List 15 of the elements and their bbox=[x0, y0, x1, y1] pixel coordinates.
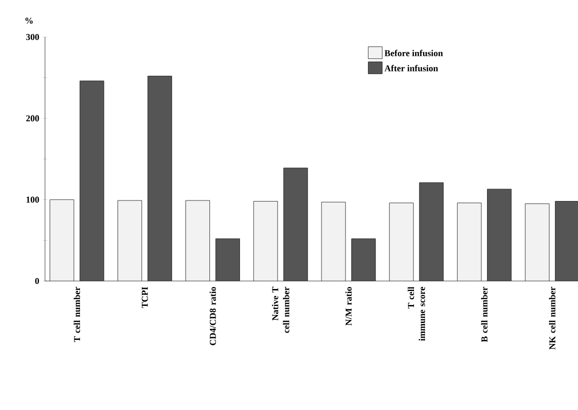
x-tick-label: NK cell number bbox=[549, 286, 556, 350]
x-tick-label: T cell number bbox=[74, 286, 80, 342]
x-tick-label: Native T cell number bbox=[272, 286, 290, 333]
y-tick-label: 300 bbox=[26, 34, 39, 40]
x-tick-label: TCPI bbox=[142, 286, 148, 308]
legend-label: After infusion bbox=[384, 64, 438, 72]
y-tick-label: 200 bbox=[26, 115, 39, 122]
x-tick-label: CD4/CD8 ratio bbox=[210, 287, 216, 346]
y-tick-label: 0 bbox=[35, 278, 39, 284]
x-tick-label: B cell number bbox=[481, 286, 488, 342]
x-tick-label: T cell immune score bbox=[408, 286, 426, 341]
y-tick-label: 100 bbox=[26, 196, 39, 203]
x-tick-label: N/M ratio bbox=[345, 287, 352, 326]
legend-label: Before infusion bbox=[384, 50, 443, 56]
y-axis-title: % bbox=[25, 18, 33, 24]
